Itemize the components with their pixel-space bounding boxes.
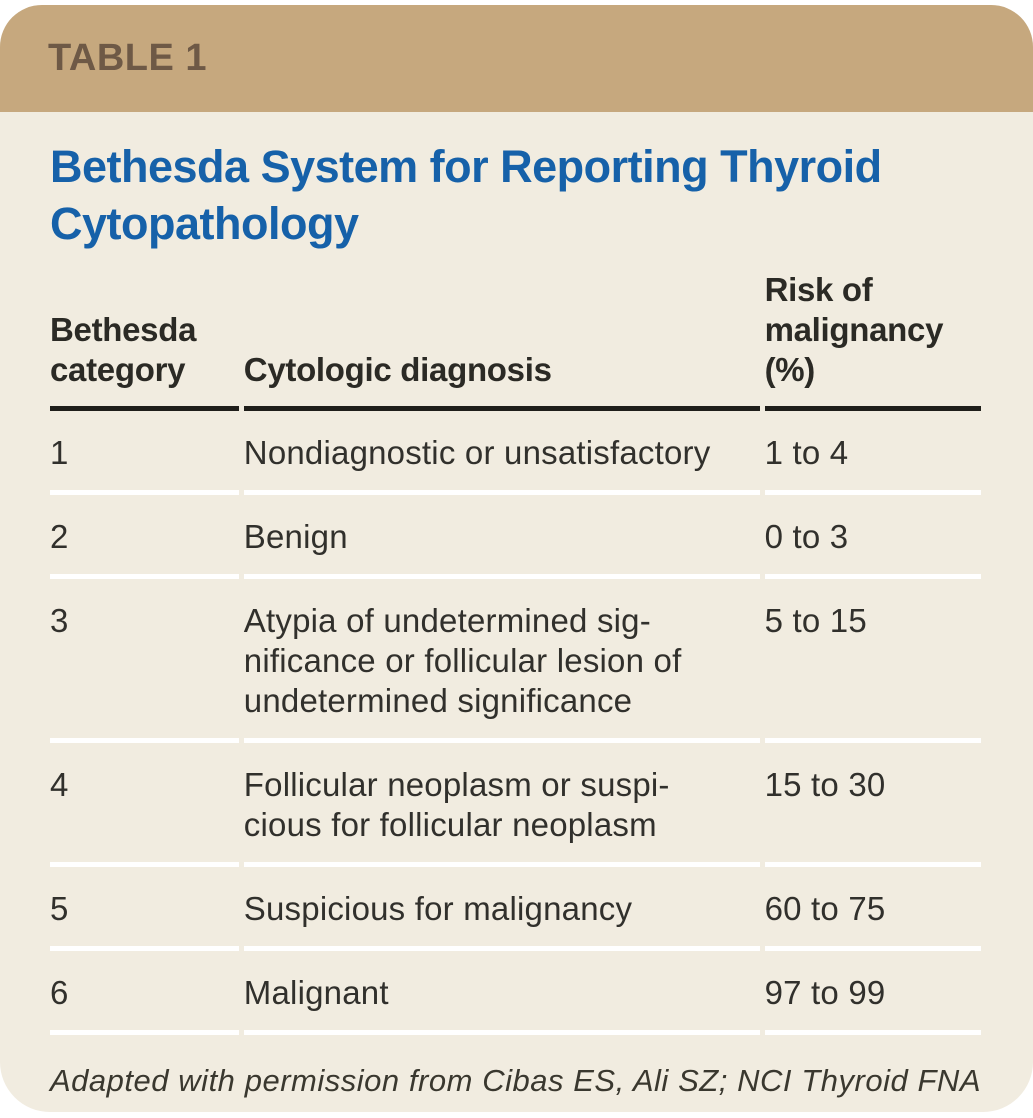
diagnosis-cell: Nondiagnostic or unsatisfactory (243, 411, 760, 496)
article-table-title: Bethesda System for Reporting Thyroid Cy… (50, 141, 882, 250)
table-row: 1 Nondiagnostic or unsatisfactory 1 to 4 (50, 411, 981, 496)
diagnosis-cell: Malignant (243, 951, 760, 1036)
table-number-label: TABLE 1 (48, 37, 208, 79)
table-card: TABLE 1 Bethesda System for Reporting Th… (0, 5, 1033, 1112)
category-cell: 5 (50, 867, 239, 952)
column-header-cytologic-diagnosis: Cytologic diagnosis (243, 270, 760, 412)
category-cell: 2 (50, 495, 239, 580)
footnote-line: Adapted with permission from Cibas ES, A… (50, 1063, 981, 1099)
risk-cell: 1 to 4 (764, 411, 981, 496)
risk-cell: 15 to 30 (764, 743, 981, 868)
category-cell: 6 (50, 951, 239, 1036)
citation-footnote: Adapted with permission from Cibas ES, A… (50, 1055, 981, 1112)
risk-cell: 97 to 99 (764, 951, 981, 1036)
category-cell: 4 (50, 743, 239, 868)
diagnosis-cell: Atypia of undetermined sig- nificance or… (243, 579, 760, 744)
diagnosis-cell: Suspicious for malignancy (243, 867, 760, 952)
bethesda-table: Bethesda category Cytologic diagnosis Ri… (45, 270, 986, 1036)
category-cell: 3 (50, 579, 239, 744)
table-content: Bethesda System for Reporting Thyroid Cy… (0, 112, 1033, 1112)
table-row: 2 Benign 0 to 3 (50, 495, 981, 580)
column-header-risk-of-malignancy: Risk of malignancy (%) (764, 270, 981, 412)
table-row: 5 Suspicious for malignancy 60 to 75 (50, 867, 981, 952)
table-row: 6 Malignant 97 to 99 (50, 951, 981, 1036)
column-header-bethesda-category: Bethesda category (50, 270, 239, 412)
footnote-line: State of the Science Conference. The Bet… (50, 1107, 981, 1112)
table-header-band: TABLE 1 (0, 5, 1033, 112)
diagnosis-cell: Benign (243, 495, 760, 580)
risk-cell: 0 to 3 (764, 495, 981, 580)
risk-cell: 60 to 75 (764, 867, 981, 952)
risk-cell: 5 to 15 (764, 579, 981, 744)
category-cell: 1 (50, 411, 239, 496)
table-row: 4 Follicular neoplasm or suspi- cious fo… (50, 743, 981, 868)
table-header-row: Bethesda category Cytologic diagnosis Ri… (50, 270, 981, 412)
diagnosis-cell: Follicular neoplasm or suspi- cious for … (243, 743, 760, 868)
table-row: 3 Atypia of undetermined sig- nificance … (50, 579, 981, 744)
